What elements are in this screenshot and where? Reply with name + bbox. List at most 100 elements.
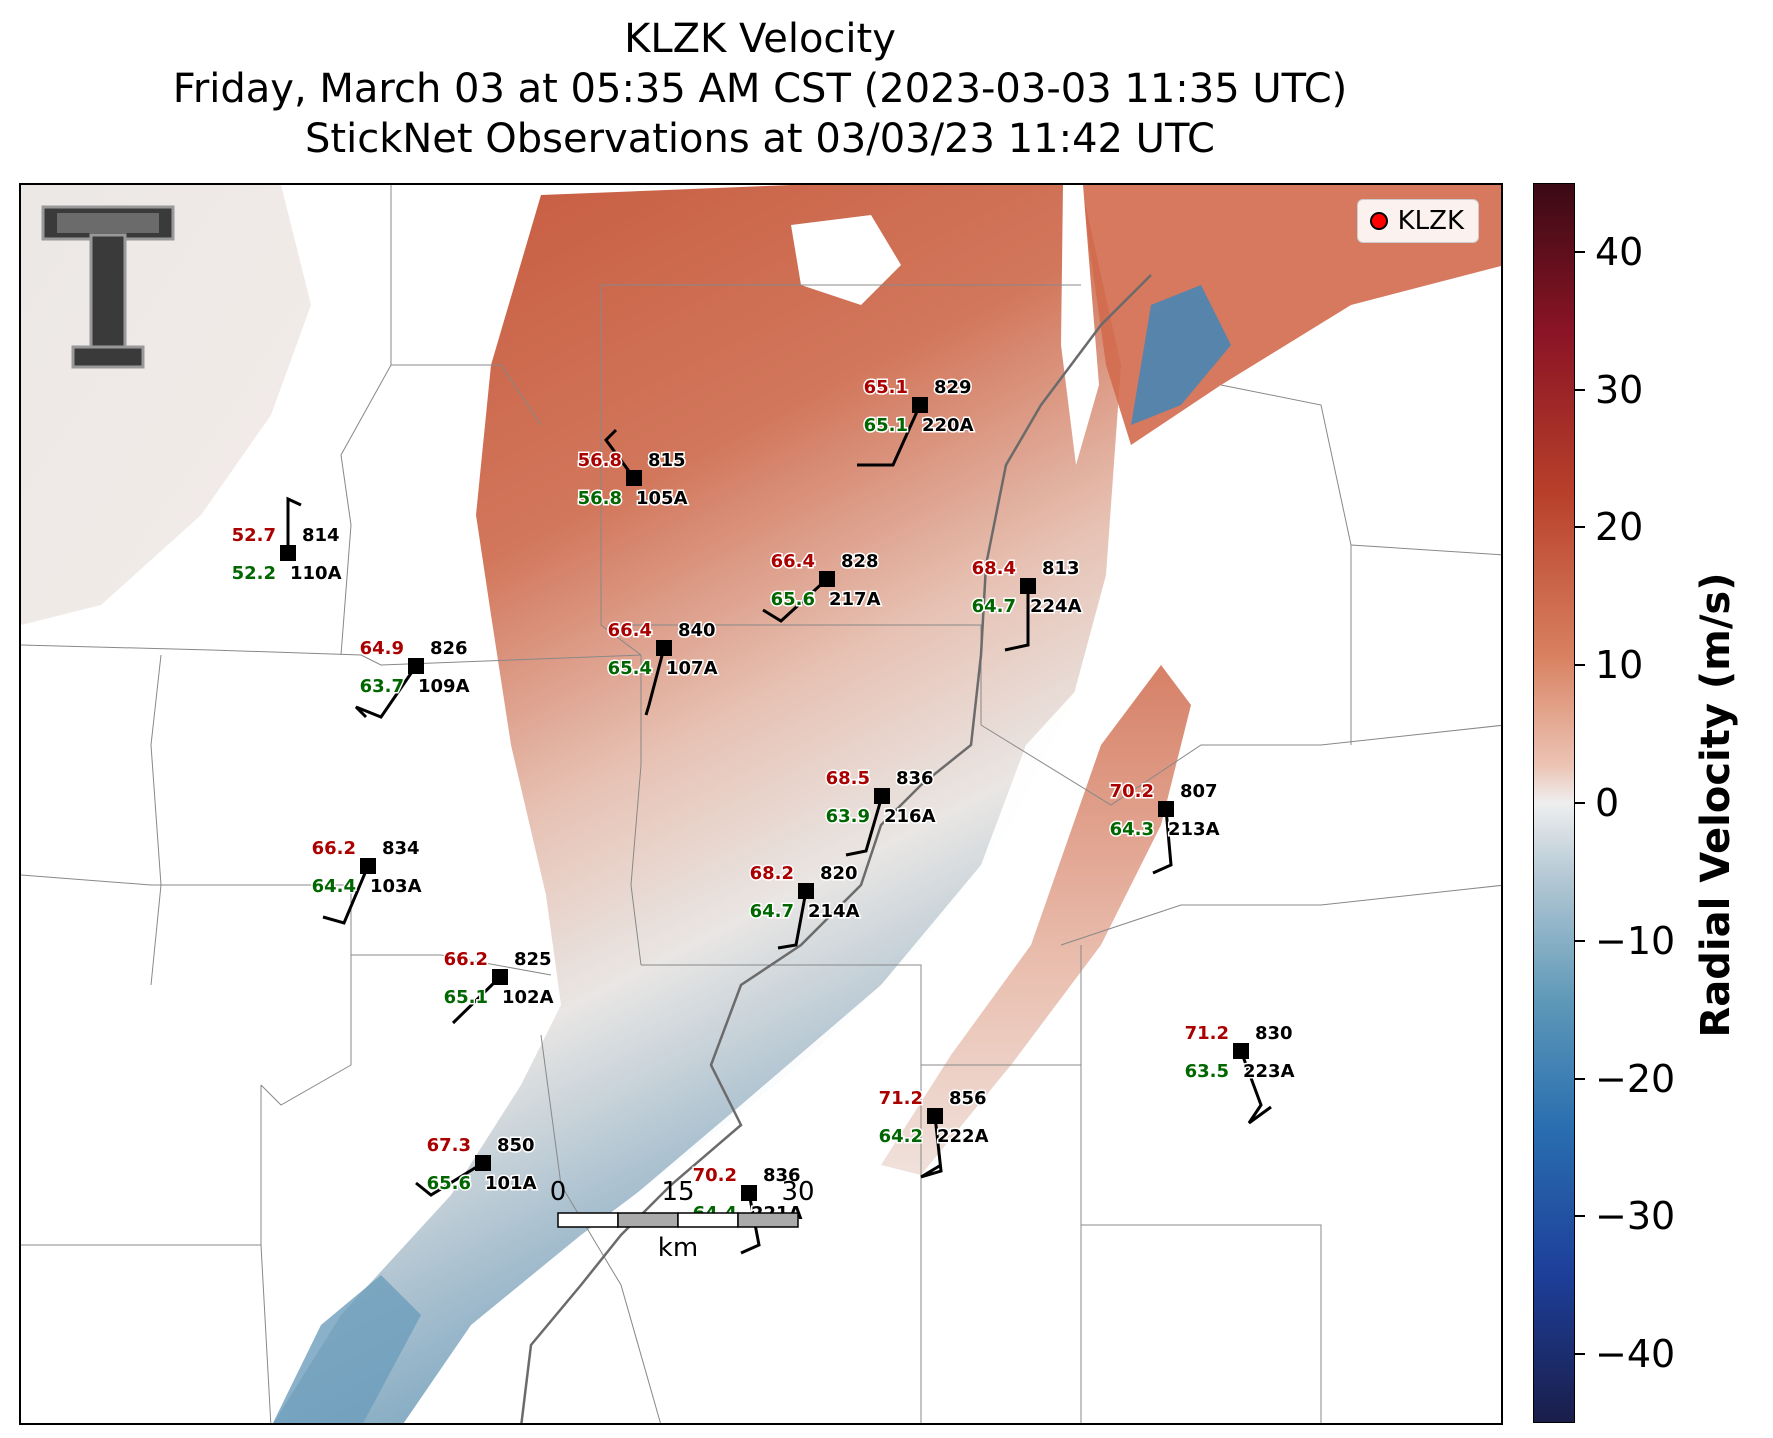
station-probe: 222A: [937, 1126, 989, 1147]
station-probe: 105A: [636, 488, 688, 509]
station-dewpoint: 65.1: [444, 987, 488, 1008]
station-probe: 216A: [884, 806, 936, 827]
scale-unit: km: [657, 1233, 699, 1263]
station-probe: 110A: [290, 563, 342, 584]
wind-barb: [1152, 808, 1173, 875]
station-marker[interactable]: [492, 969, 508, 985]
echo-northeast-blue: [1131, 285, 1231, 425]
station-temperature: 64.9: [360, 638, 404, 659]
scale-tick-0: 0: [549, 1177, 567, 1207]
station-temperature: 70.2: [1110, 781, 1154, 802]
station-temperature: 56.8: [578, 450, 622, 471]
station-dewpoint: 63.7: [360, 676, 404, 697]
wind-barb: [1004, 586, 1030, 652]
station-marker[interactable]: [1158, 801, 1174, 817]
colorbar-tick-mark: [1575, 1077, 1585, 1080]
station-marker[interactable]: [927, 1108, 943, 1124]
station-probe: 101A: [485, 1173, 537, 1194]
station-marker[interactable]: [819, 571, 835, 587]
station-marker[interactable]: [741, 1185, 757, 1201]
station-temperature: 66.2: [312, 838, 356, 859]
wind-barb: [322, 865, 370, 925]
station-id: 850: [497, 1135, 535, 1156]
station-id: 840: [678, 620, 716, 641]
station-probe: 217A: [829, 589, 881, 610]
station-marker[interactable]: [408, 658, 424, 674]
station-id: 825: [514, 949, 552, 970]
colorbar-tick-mark: [1575, 802, 1585, 804]
station-marker[interactable]: [656, 640, 672, 656]
legend-label: KLZK: [1397, 206, 1464, 236]
station-dewpoint: 63.9: [826, 806, 870, 827]
colorbar-tick-mark: [1575, 939, 1585, 942]
station-temperature: 67.3: [427, 1135, 471, 1156]
station-id: 826: [430, 638, 468, 659]
velocity-colorbar: [1533, 183, 1575, 1423]
wind-barb: [857, 404, 922, 467]
wind-barb: [920, 1115, 943, 1179]
station-probe: 102A: [502, 987, 554, 1008]
station-probe: 220A: [922, 415, 974, 436]
river: [520, 274, 1152, 1423]
colorbar-tick-label: 20: [1595, 505, 1644, 550]
colorbar-tick-label: −10: [1595, 918, 1676, 963]
wind-barb: [354, 665, 418, 719]
station-id: 815: [648, 450, 686, 471]
klzk-marker-icon: [1369, 212, 1388, 230]
scale-tick-30: 30: [781, 1177, 815, 1207]
station-marker[interactable]: [912, 397, 928, 413]
station-dewpoint: 65.4: [608, 658, 652, 679]
wind-barb: [415, 1161, 484, 1197]
station-temperature: 66.4: [771, 551, 815, 572]
station-probe: 223A: [1243, 1061, 1295, 1082]
wind-barb: [644, 647, 666, 716]
echo-west-clutter: [21, 185, 311, 625]
station-marker[interactable]: [475, 1155, 491, 1171]
wind-barb: [740, 1192, 761, 1255]
colorbar-tick-mark: [1575, 1353, 1585, 1356]
station-marker[interactable]: [1233, 1043, 1249, 1059]
colorbar-tick-label: 0: [1595, 781, 1620, 825]
colorbar-tick-mark: [1575, 250, 1585, 253]
wind-barb: [604, 428, 636, 479]
colorbar-title: Radial Velocity (m/s): [1693, 572, 1739, 1038]
station-probe: 213A: [1168, 819, 1220, 840]
station-dewpoint: 64.2: [879, 1126, 923, 1147]
county-boundaries: [21, 185, 1501, 1423]
station-probe: 224A: [1030, 596, 1082, 617]
station-probe: 214A: [808, 901, 860, 922]
echo-main-band: [273, 185, 1121, 1423]
title-line-3: StickNet Observations at 03/03/23 11:42 …: [305, 116, 1215, 162]
station-id: 856: [949, 1088, 987, 1109]
colorbar-tick-label: −20: [1595, 1056, 1676, 1101]
echo-gap-1: [791, 215, 901, 305]
title-line-2: Friday, March 03 at 05:35 AM CST (2023-0…: [172, 66, 1348, 112]
station-probe: 109A: [418, 676, 470, 697]
title-line-1: KLZK Velocity: [624, 16, 896, 62]
station-marker[interactable]: [626, 470, 642, 486]
radar-echoes: [21, 185, 1501, 1423]
echo-sweep-gap: [611, 685, 1081, 1215]
station-temperature: 68.2: [750, 863, 794, 884]
station-dewpoint: 64.7: [750, 901, 794, 922]
station-id: 836: [896, 768, 934, 789]
wind-barb: [845, 795, 884, 857]
radar-map[interactable]: 65.1 829 65.1 220A 56.8 815 56.8 105A 52.7 814 52.…: [19, 183, 1503, 1425]
station-temperature: 68.4: [972, 558, 1016, 579]
radar-legend: KLZK: [1356, 199, 1479, 243]
colorbar-tick-label: 40: [1595, 229, 1644, 274]
station-id: 830: [1255, 1023, 1293, 1044]
station-dewpoint: 52.2: [232, 563, 276, 584]
colorbar-tick-mark: [1575, 526, 1585, 529]
wind-barb: [777, 890, 808, 950]
station-temperature: 52.7: [232, 525, 276, 546]
station-marker[interactable]: [1020, 578, 1036, 594]
station-marker[interactable]: [280, 545, 296, 561]
station-dewpoint: 64.7: [972, 596, 1016, 617]
station-marker[interactable]: [360, 858, 376, 874]
station-id: 820: [820, 863, 858, 884]
colorbar-tick-label: −40: [1595, 1332, 1676, 1377]
station-marker[interactable]: [874, 788, 890, 804]
station-marker[interactable]: [798, 883, 814, 899]
scale-tick-15: 15: [661, 1177, 695, 1207]
